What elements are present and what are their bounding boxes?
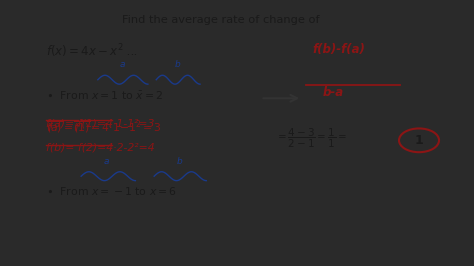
Text: f(a)= f(1)=4·1-1²=3: f(a)= f(1)=4·1-1²=3 <box>46 118 154 128</box>
Text: $\bullet$  From $x = -1$ to $x = 6$: $\bullet$ From $x = -1$ to $x = 6$ <box>46 185 177 197</box>
Text: a: a <box>103 157 109 166</box>
Text: b: b <box>174 60 180 69</box>
Text: f(b)= f(2)=4·2-2²=4: f(b)= f(2)=4·2-2²=4 <box>46 143 155 153</box>
Text: $\bullet$  From $x = 1$ to $\bar{x} = 2$: $\bullet$ From $x = 1$ to $\bar{x} = 2$ <box>46 90 163 102</box>
Text: $f(x) = 4x - x^2$ ...: $f(x) = 4x - x^2$ ... <box>46 43 138 60</box>
Text: f(b)-f(a): f(b)-f(a) <box>313 43 365 56</box>
Text: b: b <box>176 157 182 166</box>
Text: $= \dfrac{4-3}{2-1} = \dfrac{1}{1} =$: $= \dfrac{4-3}{2-1} = \dfrac{1}{1} =$ <box>275 127 347 150</box>
Text: a: a <box>120 60 126 69</box>
Text: 1: 1 <box>415 134 423 147</box>
Text: b-a: b-a <box>323 86 344 99</box>
Text: $f\!\!\!\overline{(a)}$$=$$f\!\!\!\overline{(1)}$$=$$4{\cdot}1{-}1^2{=}3$: $f\!\!\!\overline{(a)}$$=$$f\!\!\!\overl… <box>46 118 162 135</box>
Text: Find the average rate of change of: Find the average rate of change of <box>122 15 319 25</box>
